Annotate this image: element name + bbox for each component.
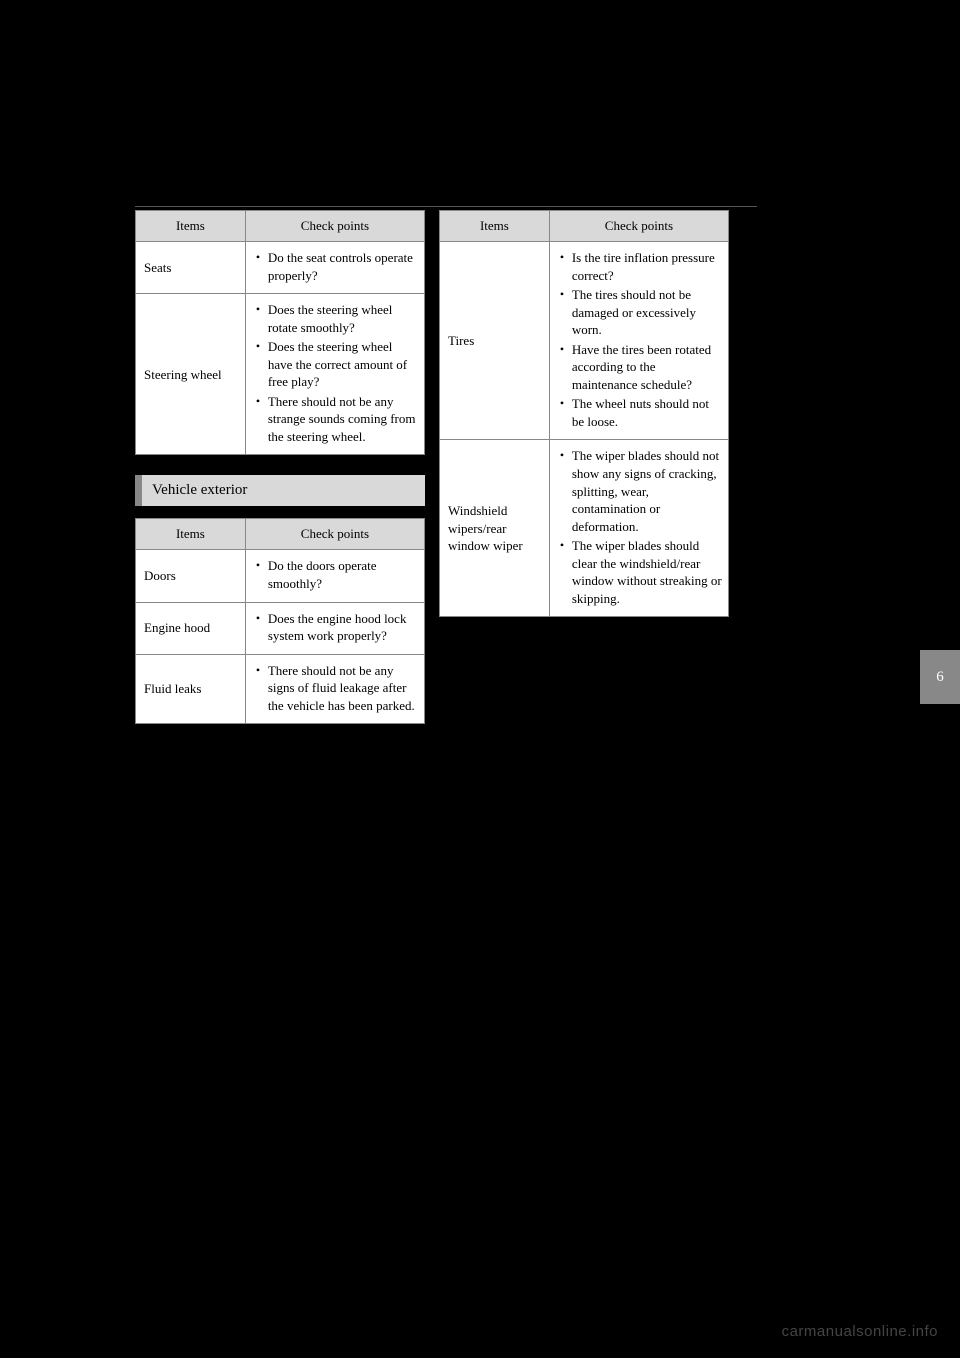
point-item: There should not be any strange sounds c… bbox=[254, 393, 418, 446]
points-list: There should not be any signs of fluid l… bbox=[254, 662, 418, 715]
point-item: Does the engine hood lock system work pr… bbox=[254, 610, 418, 645]
item-cell: Windshield wipers/rear window wiper bbox=[440, 440, 550, 617]
point-item: The tires should not be damaged or exces… bbox=[558, 286, 722, 339]
item-cell: Engine hood bbox=[136, 602, 246, 654]
point-item: Does the steering wheel rotate smoothly? bbox=[254, 301, 418, 336]
item-cell: Seats bbox=[136, 242, 246, 294]
point-item: The wiper blades should clear the windsh… bbox=[558, 537, 722, 607]
points-list: Does the steering wheel rotate smoothly?… bbox=[254, 301, 418, 445]
table-header-row: Items Check points bbox=[136, 519, 425, 550]
left-column: Items Check points Seats Do the seat con… bbox=[135, 210, 425, 724]
point-item: Do the seat controls operate properly? bbox=[254, 249, 418, 284]
header-items: Items bbox=[136, 211, 246, 242]
table-header-row: Items Check points bbox=[440, 211, 729, 242]
table-row: Fluid leaks There should not be any sign… bbox=[136, 654, 425, 724]
points-cell: Does the steering wheel rotate smoothly?… bbox=[245, 294, 424, 455]
points-list: Do the doors operate smoothly? bbox=[254, 557, 418, 592]
table-row: Tires Is the tire inflation pressure cor… bbox=[440, 242, 729, 440]
points-cell: There should not be any signs of fluid l… bbox=[245, 654, 424, 724]
point-item: The wheel nuts should not be loose. bbox=[558, 395, 722, 430]
point-item: Does the steering wheel have the correct… bbox=[254, 338, 418, 391]
watermark: carmanualsonline.info bbox=[782, 1323, 938, 1340]
point-item: The wiper blades should not show any sig… bbox=[558, 447, 722, 535]
points-list: Is the tire inflation pressure correct? … bbox=[558, 249, 722, 430]
chapter-tab: 6 bbox=[920, 650, 960, 704]
points-cell: Do the seat controls operate properly? bbox=[245, 242, 424, 294]
table-header-row: Items Check points bbox=[136, 211, 425, 242]
item-cell: Steering wheel bbox=[136, 294, 246, 455]
section-header-vehicle-exterior: Vehicle exterior bbox=[135, 475, 425, 506]
header-points: Check points bbox=[245, 211, 424, 242]
item-cell: Tires bbox=[440, 242, 550, 440]
vehicle-interior-table: Items Check points Seats Do the seat con… bbox=[135, 210, 425, 455]
header-points: Check points bbox=[245, 519, 424, 550]
item-cell: Fluid leaks bbox=[136, 654, 246, 724]
point-item: There should not be any signs of fluid l… bbox=[254, 662, 418, 715]
item-cell: Doors bbox=[136, 550, 246, 602]
vehicle-exterior-table: Items Check points Doors Do the doors op… bbox=[135, 518, 425, 724]
points-cell: Does the engine hood lock system work pr… bbox=[245, 602, 424, 654]
header-items: Items bbox=[136, 519, 246, 550]
point-item: Have the tires been rotated according to… bbox=[558, 341, 722, 394]
points-list: Do the seat controls operate properly? bbox=[254, 249, 418, 284]
right-column: Items Check points Tires Is the tire inf… bbox=[439, 210, 729, 724]
table-row: Engine hood Does the engine hood lock sy… bbox=[136, 602, 425, 654]
table-row: Seats Do the seat controls operate prope… bbox=[136, 242, 425, 294]
table-row: Windshield wipers/rear window wiper The … bbox=[440, 440, 729, 617]
points-cell: Do the doors operate smoothly? bbox=[245, 550, 424, 602]
points-cell: The wiper blades should not show any sig… bbox=[549, 440, 728, 617]
points-list: The wiper blades should not show any sig… bbox=[558, 447, 722, 607]
table-row: Doors Do the doors operate smoothly? bbox=[136, 550, 425, 602]
header-points: Check points bbox=[549, 211, 728, 242]
vehicle-exterior-table-2: Items Check points Tires Is the tire inf… bbox=[439, 210, 729, 617]
point-item: Is the tire inflation pressure correct? bbox=[558, 249, 722, 284]
point-item: Do the doors operate smoothly? bbox=[254, 557, 418, 592]
page-content: Items Check points Seats Do the seat con… bbox=[135, 210, 827, 724]
points-list: Does the engine hood lock system work pr… bbox=[254, 610, 418, 645]
top-divider bbox=[135, 206, 757, 207]
points-cell: Is the tire inflation pressure correct? … bbox=[549, 242, 728, 440]
table-row: Steering wheel Does the steering wheel r… bbox=[136, 294, 425, 455]
header-items: Items bbox=[440, 211, 550, 242]
